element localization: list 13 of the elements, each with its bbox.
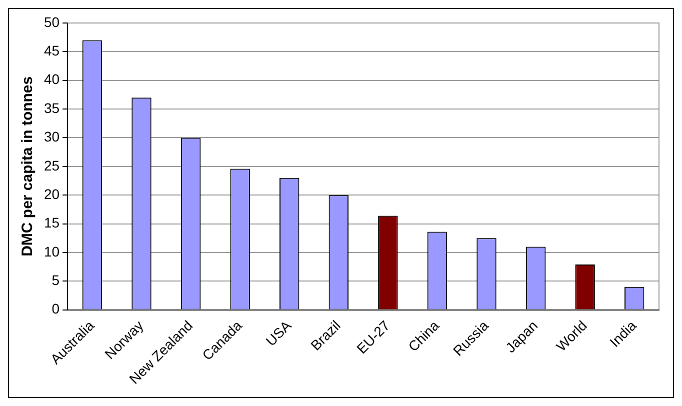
- y-tick-label: 15: [44, 214, 60, 231]
- y-tick-label: 5: [52, 272, 60, 288]
- y-tick-label: 50: [44, 14, 60, 30]
- y-tick-label: 0: [52, 300, 60, 317]
- y-axis-title: DMC per capita in tonnes: [19, 76, 36, 256]
- y-tick-label: 20: [44, 186, 60, 202]
- y-tick-label: 25: [44, 157, 60, 174]
- y-tick-label: 35: [44, 100, 60, 116]
- y-tick-label: 40: [44, 71, 60, 88]
- y-tick-label: 10: [44, 243, 60, 260]
- x-tick-label: USA: [262, 316, 295, 349]
- y-tick-label: 45: [44, 42, 60, 59]
- y-tick-label: 30: [44, 128, 60, 145]
